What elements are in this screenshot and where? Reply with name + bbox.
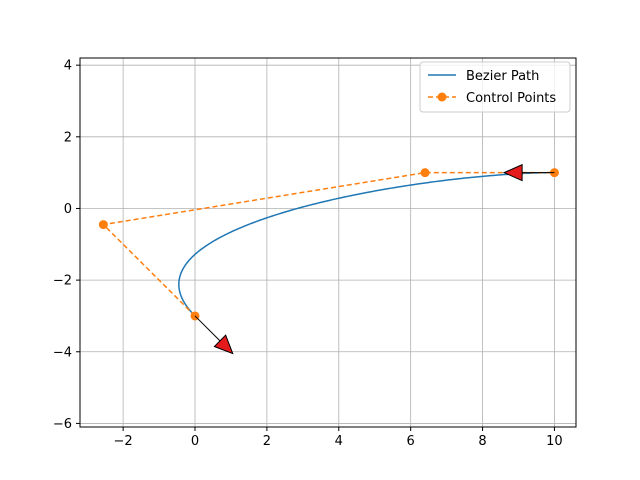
arrow-head — [502, 163, 523, 182]
axes-frame — [79, 57, 577, 428]
legend-marker-control-points — [437, 92, 447, 102]
x-tick-label: 2 — [263, 434, 271, 449]
y-tick-label: −6 — [53, 417, 72, 432]
y-tick-label: 0 — [64, 202, 72, 217]
control-point-marker — [98, 220, 108, 230]
series-control-points-line — [101, 171, 555, 317]
arrow-shaft — [194, 315, 221, 342]
legend-box — [419, 61, 571, 113]
y-tick-label: −2 — [53, 274, 72, 289]
control-point-marker — [420, 168, 430, 178]
x-tick-label: 6 — [407, 434, 415, 449]
y-tick-label: −4 — [53, 345, 72, 360]
x-tick-label: 10 — [546, 434, 563, 449]
series-bezier-path — [178, 171, 555, 317]
x-axis-ticks: −2 0 2 4 6 8 10 — [114, 427, 563, 449]
y-axis-ticks: −6 −4 −2 0 2 4 — [53, 59, 80, 432]
grid-lines — [80, 58, 576, 427]
x-tick-label: 0 — [191, 434, 199, 449]
legend-label-control-points: Control Points — [466, 91, 556, 106]
x-tick-label: −2 — [114, 434, 133, 449]
legend-label-bezier-path: Bezier Path — [466, 69, 539, 84]
y-tick-label: 4 — [64, 59, 72, 74]
x-tick-label: 4 — [335, 434, 343, 449]
legend: Bezier Path Control Points — [419, 61, 571, 113]
arrow-head — [213, 334, 234, 355]
y-tick-label: 2 — [64, 130, 72, 145]
x-tick-label: 8 — [478, 434, 486, 449]
arrows-layer — [194, 163, 555, 355]
